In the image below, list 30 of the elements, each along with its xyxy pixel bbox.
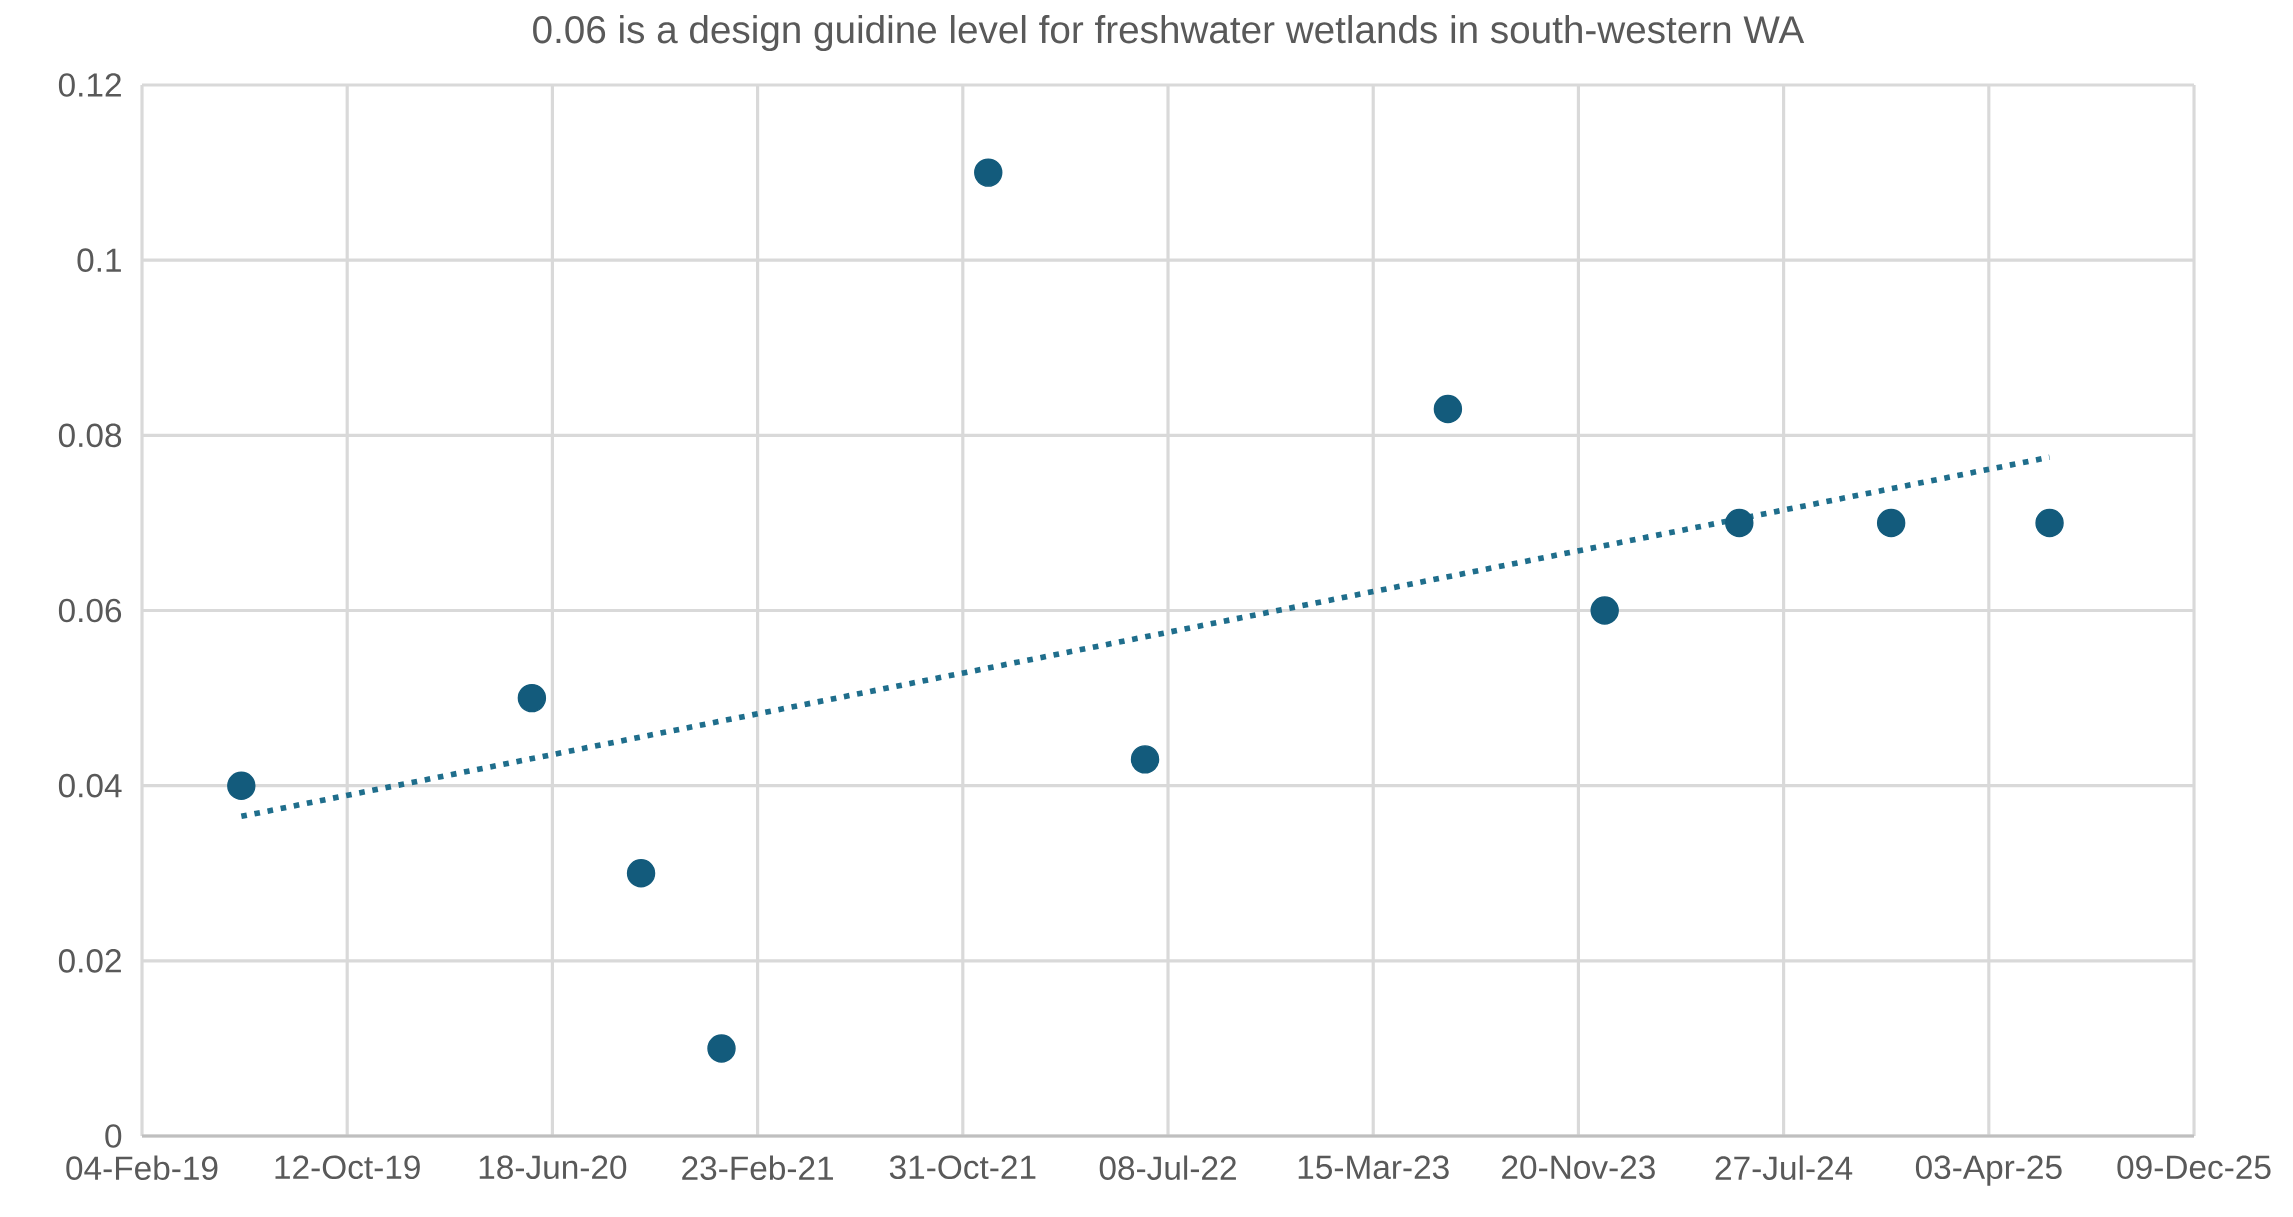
point (1876, 508, 1906, 538)
y-tick-label: 0.1 (77, 248, 121, 272)
x-tick-label: 09-Dec-25 (2117, 1155, 2271, 1180)
point (626, 859, 656, 888)
y-tick-label: 0.06 (58, 598, 122, 623)
point (1590, 596, 1619, 625)
y-tick-label: 0.04 (58, 773, 122, 798)
y-tick-label: 0.12 (58, 73, 121, 97)
point (1725, 508, 1754, 538)
x-tick-label: 23-Feb-21 (682, 1155, 833, 1180)
x-tick-label: 08-Jul-22 (1099, 1155, 1236, 1180)
x-tick-label: 04-Feb-19 (66, 1155, 218, 1180)
x-tick-label: 03-Apr-25 (1915, 1155, 2062, 1186)
x-tick-label: 27-Jul-24 (1715, 1155, 1853, 1180)
x-tick-label: 20-Nov-23 (1502, 1155, 1655, 1180)
x-tick-label: 12-Oct-19 (275, 1155, 420, 1180)
point (2035, 508, 2064, 538)
point (974, 158, 1003, 187)
y-tick-label: 0 (105, 1124, 122, 1148)
x-tick-label: 31-Oct-21 (889, 1155, 1036, 1180)
point (1130, 745, 1160, 774)
point (227, 771, 256, 800)
y-tick-label: 0.08 (58, 423, 122, 448)
point (1433, 394, 1463, 424)
point (707, 1034, 736, 1063)
x-tick-label: 15-Mar-23 (1298, 1155, 1449, 1180)
point (517, 683, 547, 713)
y-tick-label: 0.02 (58, 949, 121, 973)
chart-title: 0.06 is a design guidine level for freshwater wetlands in south-western WA (533, 14, 1805, 51)
x-tick-label: 18-Jun-20 (479, 1155, 627, 1180)
